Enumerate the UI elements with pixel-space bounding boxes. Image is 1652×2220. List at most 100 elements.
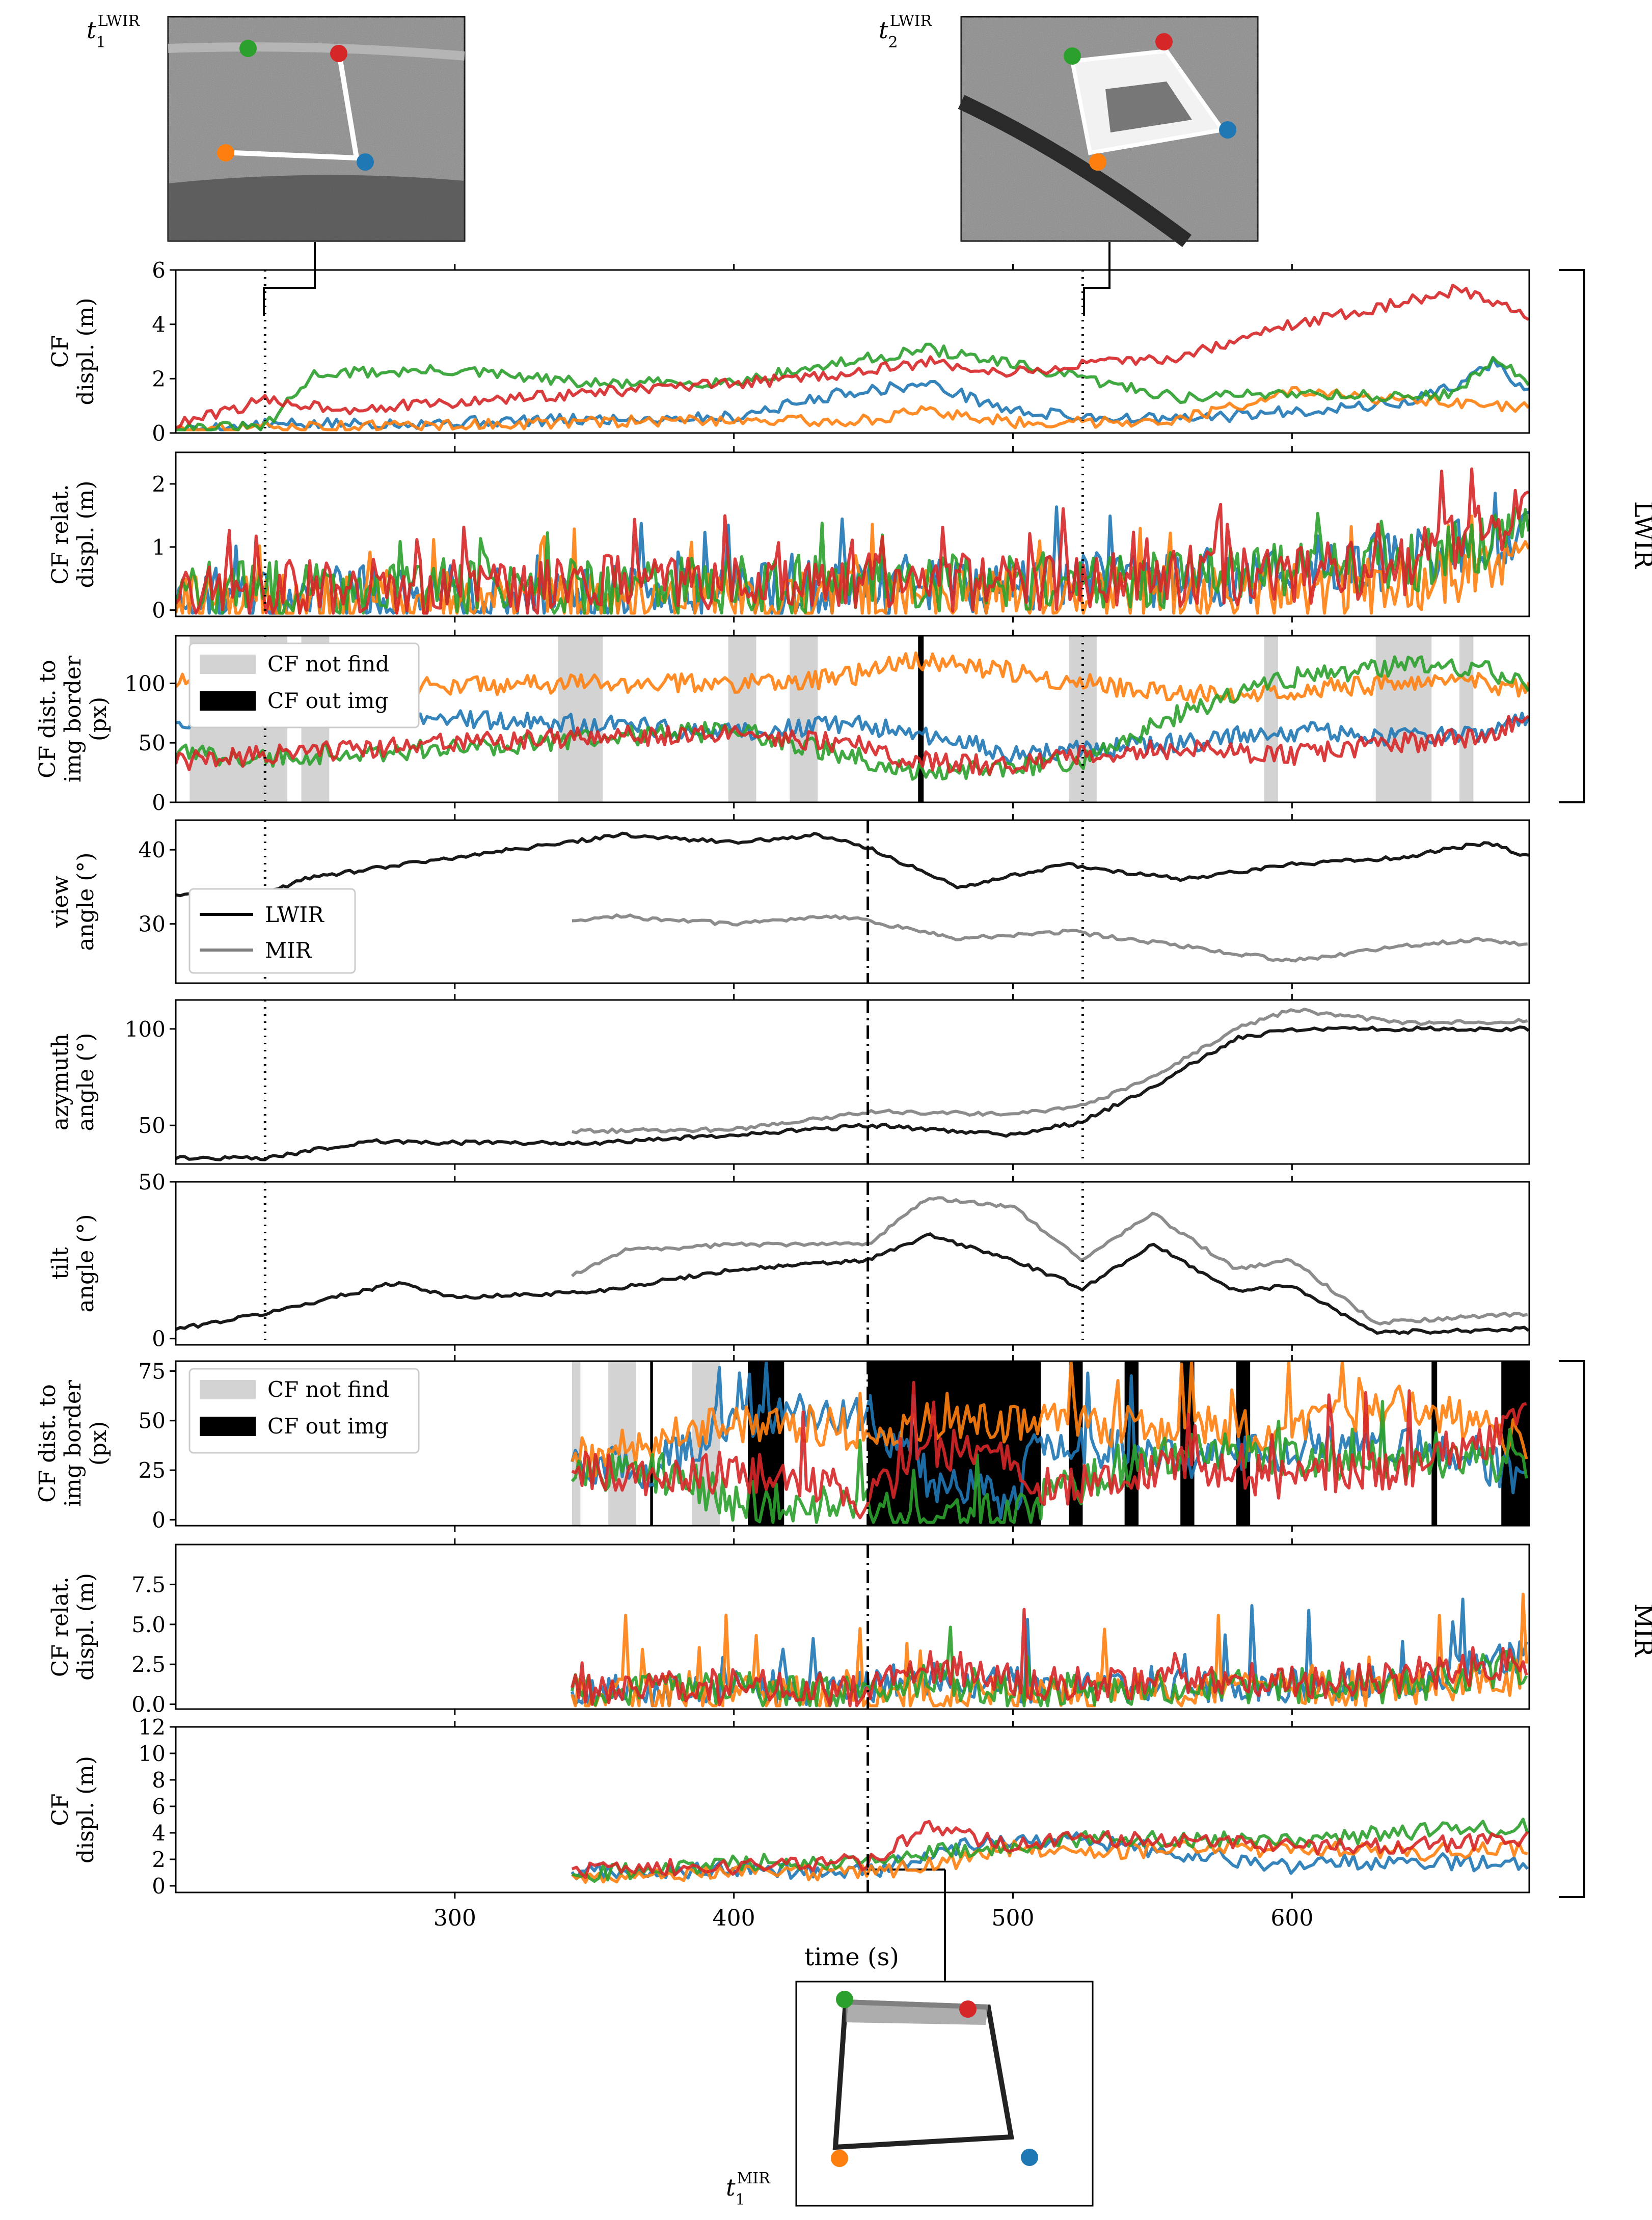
series-group	[176, 831, 1529, 963]
y-tick-label: 0.0	[131, 1692, 166, 1717]
y-axis-label: CF relat.displ. (m)	[47, 480, 99, 588]
not-find-band	[790, 636, 818, 802]
panel-view_angle: 30 40 viewangle (°) LWIR MIR	[47, 814, 1530, 989]
panel-lwir_rel: 0 1 2 CF relat.displ. (m)	[47, 446, 1530, 623]
y-axis-label: CFdispl. (m)	[47, 297, 99, 405]
series-line-green	[570, 1626, 1528, 1708]
series-group	[176, 467, 1529, 615]
y-axis-label: CF relat.displ. (m)	[47, 1573, 99, 1681]
series-line-red	[571, 1380, 1527, 1520]
x-tick-label: 400	[713, 1905, 755, 1931]
not-find-band	[1264, 636, 1278, 802]
legend-box	[188, 888, 356, 974]
legend-label-not-find: CF not find	[267, 1377, 389, 1402]
lwir-t1-connector	[263, 242, 316, 316]
legend-swatch-not-find	[200, 655, 256, 674]
y-tick-label: 100	[125, 671, 166, 696]
y-tick-label: 50	[139, 1409, 166, 1433]
series-line-orange	[176, 386, 1529, 431]
y-tick-label: 12	[139, 1715, 166, 1740]
marker-dot-green	[239, 40, 257, 57]
y-tick-label: 0	[152, 1507, 166, 1532]
panel-lwir_border: 0 50 100 CF dist. toimg border(px) CF not fi…	[35, 630, 1530, 815]
legend-label-lwir: LWIR	[265, 902, 324, 927]
legend-swatch-out-img	[200, 1417, 256, 1436]
series-line-red	[176, 283, 1529, 429]
out-img-band	[650, 1361, 653, 1526]
legend-swatch-not-find	[200, 1380, 256, 1399]
mir-t1-label: t1MIR	[726, 2170, 771, 2209]
y-tick-label: 2	[152, 472, 166, 497]
series-line-MIR	[572, 913, 1528, 963]
panel-lwir_disp: 0 2 4 6 CFdispl. (m)	[47, 258, 1530, 446]
marker-dot-orange	[831, 2150, 848, 2167]
x-axis-label: time (s)	[804, 1943, 899, 1971]
y-tick-label: 30	[139, 912, 166, 937]
y-tick-label: 25	[139, 1458, 166, 1483]
series-line-LWIR	[176, 831, 1529, 898]
y-tick-label: 100	[125, 1017, 166, 1042]
lwir-group-label: LWIR	[1629, 501, 1652, 570]
marker-dot-orange	[217, 144, 234, 161]
series-line-red	[176, 467, 1529, 615]
y-tick-label: 75	[139, 1359, 166, 1384]
mir-t1-thumbnail	[795, 1981, 1094, 2207]
lwir-t2-connector	[1083, 242, 1111, 316]
y-tick-label: 0	[152, 1326, 166, 1351]
y-tick-label: 4	[152, 312, 166, 337]
y-tick-label: 7.5	[131, 1572, 166, 1597]
mir-group-label: MIR	[1629, 1604, 1652, 1658]
y-tick-label: 50	[139, 1113, 166, 1138]
panel-azimuth_angle: 50 100 azymuthangle (°)	[47, 994, 1530, 1170]
panel-frame	[175, 1726, 1530, 1893]
series-line-MIR	[571, 1196, 1528, 1326]
series-line-red	[571, 1820, 1529, 1879]
lwir-t2-thumbnail	[958, 16, 1259, 247]
series-group	[570, 1592, 1528, 1708]
panel-frame	[175, 819, 1530, 984]
out-img-band	[1501, 1361, 1529, 1526]
x-tick-label: 600	[1270, 1905, 1313, 1931]
y-axis-label: azymuthangle (°)	[47, 1033, 99, 1131]
series-line-green	[176, 342, 1529, 431]
panel-frame	[175, 999, 1530, 1165]
not-find-band	[728, 636, 756, 802]
series-line-red	[571, 1608, 1528, 1708]
series-line-LWIR	[176, 1232, 1529, 1335]
y-tick-label: 6	[152, 1794, 166, 1819]
panel-frame	[175, 269, 1530, 434]
panel-frame	[175, 1181, 1530, 1346]
y-axis-label: CFdispl. (m)	[47, 1756, 99, 1863]
y-axis-label: CF dist. toimg border(px)	[35, 1379, 112, 1507]
legend-label-not-find: CF not find	[267, 652, 389, 676]
y-tick-label: 2.5	[131, 1652, 166, 1677]
x-tick-label: 300	[434, 1905, 476, 1931]
marker-dot-blue	[1021, 2149, 1038, 2166]
y-tick-label: 2	[152, 1847, 166, 1872]
out-img-band	[918, 636, 924, 802]
series-group	[176, 1008, 1529, 1161]
panel-tilt_angle: 0 50 tiltangle (°)	[47, 1170, 1530, 1351]
not-find-band	[1069, 636, 1097, 802]
panel-frame	[175, 635, 1530, 803]
marker-dot-blue	[357, 153, 374, 171]
y-tick-label: 2	[152, 366, 166, 391]
y-tick-label: 5.0	[131, 1612, 166, 1637]
series-line-green	[176, 655, 1529, 781]
y-tick-label: 0	[152, 598, 166, 623]
y-axis-label: CF dist. toimg border(px)	[35, 655, 112, 782]
marker-dot-green	[836, 1991, 853, 2008]
y-tick-label: 4	[152, 1821, 166, 1846]
y-tick-label: 50	[139, 1170, 166, 1195]
marker-dot-red	[959, 2000, 977, 2018]
panel-mir_rel: 0.0 2.5 5.0 7.5 CF relat.displ. (m)	[47, 1538, 1530, 1717]
mir-group-bracket	[1559, 1360, 1585, 1898]
legend-label-mir: MIR	[265, 938, 312, 963]
panel-frame	[175, 1544, 1530, 1710]
marker-dot-red	[1155, 33, 1173, 50]
series-line-LWIR	[176, 1025, 1529, 1161]
legend-label-out-img: CF out img	[267, 688, 388, 713]
